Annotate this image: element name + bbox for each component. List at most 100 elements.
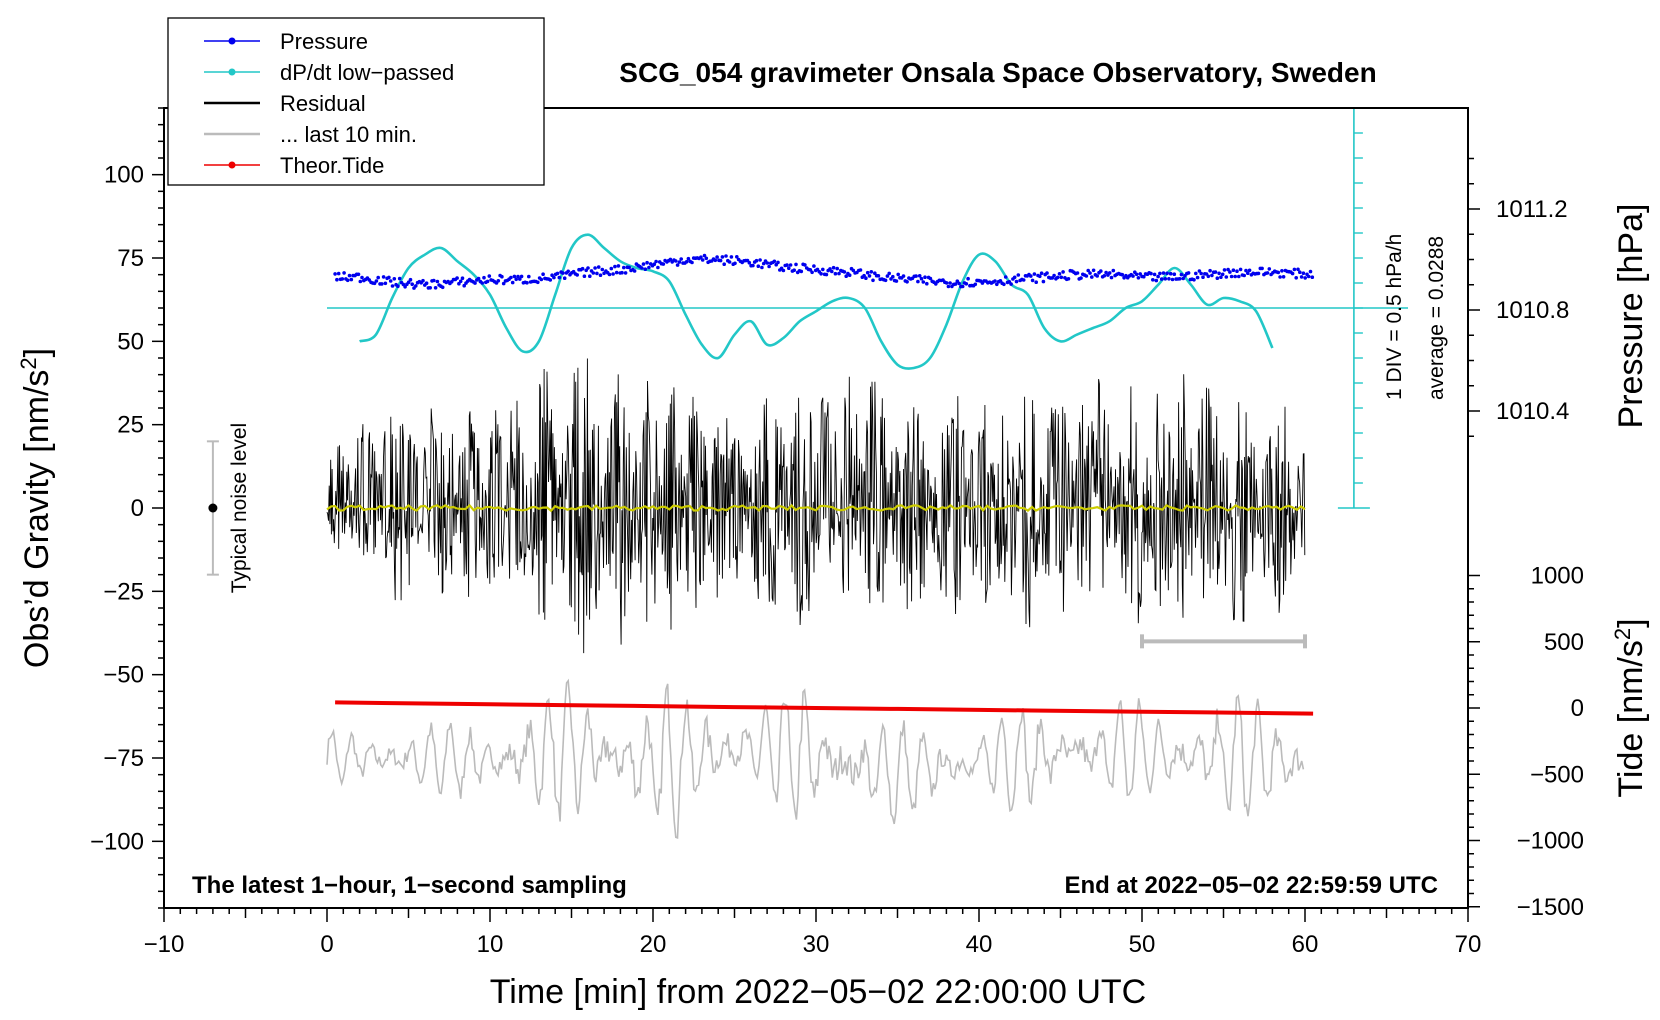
y-tick-label: −75: [103, 745, 144, 772]
legend-label: Pressure: [280, 29, 368, 54]
noise-level-center-dot: [208, 503, 218, 513]
pressure-point: [388, 279, 393, 283]
pressure-point: [1021, 278, 1026, 282]
pressure-point: [1156, 274, 1160, 279]
pressure-point: [397, 276, 402, 281]
pressure-point: [1306, 274, 1311, 279]
pressure-point: [1235, 269, 1239, 274]
pressure-point: [953, 282, 958, 286]
pressure-point: [433, 286, 438, 290]
pressure-point: [458, 279, 463, 284]
pressure-point: [1222, 268, 1227, 272]
pressure-point: [435, 279, 440, 284]
tide-tick-label: 500: [1544, 629, 1584, 656]
pressure-point: [928, 276, 933, 281]
pressure-point: [677, 260, 682, 264]
pressure-point: [1102, 274, 1107, 278]
pressure-point: [754, 258, 759, 263]
legend-swatch-marker: [228, 68, 236, 76]
pressure-point: [901, 274, 906, 278]
pressure-point: [600, 267, 605, 272]
pressure-point: [993, 279, 997, 283]
pressure-point: [356, 272, 361, 277]
pressure-point: [948, 281, 952, 285]
pressure-point: [995, 282, 999, 287]
pressure-point: [1002, 282, 1006, 287]
pressure-point: [647, 265, 651, 270]
pressure-point: [1109, 275, 1114, 280]
pressure-point: [1041, 279, 1046, 284]
pressure-series: [333, 253, 1315, 290]
legend: Pressure dP/dt low−passed Residual ... last…: [167, 17, 545, 186]
pressure-point: [1217, 271, 1221, 276]
pressure-point: [1280, 269, 1284, 273]
pressure-point: [557, 275, 562, 280]
pressure-point: [360, 275, 364, 280]
pressure-point: [1246, 271, 1250, 276]
pressure-point: [548, 278, 553, 282]
pressure-point: [756, 264, 761, 269]
tide-tick-label: −500: [1530, 761, 1584, 788]
pressure-point: [803, 263, 807, 267]
pressure-point: [1308, 269, 1313, 274]
pressure-point: [715, 255, 719, 259]
pressure-point: [1016, 273, 1021, 277]
pressure-point: [586, 266, 590, 270]
legend-box: [167, 17, 545, 186]
pressure-point: [944, 281, 949, 285]
pressure-point: [580, 266, 585, 271]
footer-left-note: The latest 1−hour, 1−second sampling: [192, 872, 627, 899]
pressure-point: [679, 257, 683, 261]
pressure-point: [555, 271, 560, 276]
average-label: average = 0.0288: [1425, 236, 1448, 400]
pressure-point: [810, 270, 814, 275]
pressure-point: [700, 258, 705, 262]
pressure-point: [1194, 271, 1198, 276]
pressure-point: [1181, 276, 1185, 281]
legend-swatch-marker: [228, 161, 236, 169]
pressure-point: [867, 274, 872, 278]
pressure-point: [1233, 274, 1237, 279]
pressure-point: [1079, 276, 1083, 280]
pressure-point: [591, 271, 596, 275]
pressure-point: [776, 260, 780, 265]
pressure-point: [925, 281, 929, 286]
pressure-point: [862, 273, 866, 278]
pressure-point: [1003, 275, 1008, 279]
pressure-point: [885, 274, 890, 278]
pressure-point: [632, 269, 637, 273]
pressure-point: [607, 272, 612, 277]
pressure-point: [455, 276, 459, 280]
pressure-point: [1199, 271, 1203, 276]
pressure-point: [1224, 275, 1229, 279]
pressure-point: [668, 257, 673, 262]
pressure-point: [792, 268, 796, 273]
pressure-tick-label: 1010.8: [1496, 297, 1569, 324]
pressure-point: [761, 261, 766, 266]
pressure-point: [914, 274, 918, 278]
pressure-point: [392, 277, 397, 281]
pressure-point: [541, 272, 545, 277]
pressure-point: [387, 275, 391, 280]
pressure-point: [674, 259, 678, 263]
pressure-point: [1301, 271, 1306, 276]
legend-label: Residual: [280, 91, 366, 116]
y-axis-title: Obs’d Gravity [nm/s2]: [16, 348, 56, 668]
pressure-point: [616, 264, 621, 268]
pressure-point: [767, 264, 771, 269]
pressure-point: [865, 270, 870, 275]
pressure-point: [1149, 271, 1153, 276]
pressure-point: [733, 261, 737, 266]
pressure-point: [1256, 271, 1261, 276]
x-tick-label: 40: [966, 931, 993, 958]
pressure-point: [1086, 268, 1090, 273]
pressure-point: [751, 263, 755, 268]
pressure-point: [1052, 273, 1056, 278]
pressure-point: [923, 275, 927, 280]
pressure-point: [1091, 268, 1096, 273]
pressure-point: [1152, 272, 1157, 277]
pressure-point: [566, 269, 570, 274]
pressure-point: [713, 258, 718, 263]
pressure-point: [525, 281, 529, 285]
pressure-point: [1267, 267, 1272, 271]
